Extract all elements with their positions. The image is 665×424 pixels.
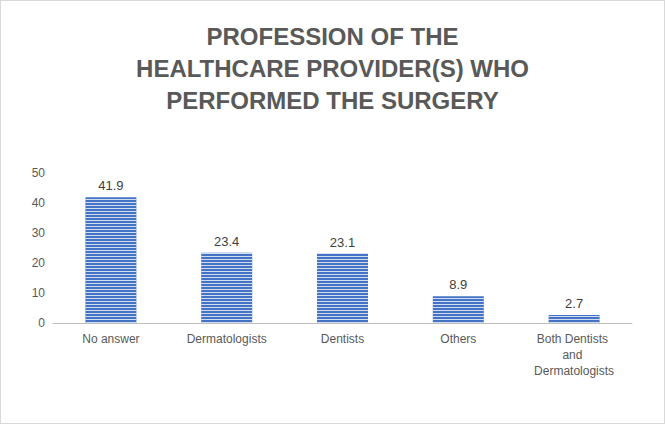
svg-text:41.9: 41.9 [98, 178, 123, 193]
svg-text:HEALTHCARE PROVIDER(S) WHO: HEALTHCARE PROVIDER(S) WHO [136, 55, 529, 82]
svg-text:PERFORMED THE SURGERY: PERFORMED THE SURGERY [166, 87, 498, 114]
svg-text:Others: Others [440, 332, 476, 346]
svg-text:No answer: No answer [82, 332, 139, 346]
svg-text:0: 0 [38, 316, 45, 330]
svg-text:10: 10 [32, 286, 46, 300]
svg-text:40: 40 [32, 196, 46, 210]
svg-text:23.1: 23.1 [330, 235, 355, 250]
svg-text:8.9: 8.9 [449, 277, 467, 292]
svg-text:50: 50 [32, 166, 46, 180]
svg-text:and: and [562, 348, 585, 362]
svg-text:23.4: 23.4 [214, 234, 239, 249]
svg-text:20: 20 [32, 256, 46, 270]
svg-text:PROFESSION OF THE: PROFESSION OF THE [206, 23, 458, 50]
svg-text:Both Dentists: Both Dentists [537, 332, 612, 346]
svg-text:30: 30 [32, 226, 46, 240]
svg-text:2.7: 2.7 [565, 296, 583, 311]
svg-text:Dermatologists: Dermatologists [187, 332, 267, 346]
svg-text:Dentists: Dentists [321, 332, 364, 346]
svg-text:Dermatologists: Dermatologists [534, 364, 614, 378]
